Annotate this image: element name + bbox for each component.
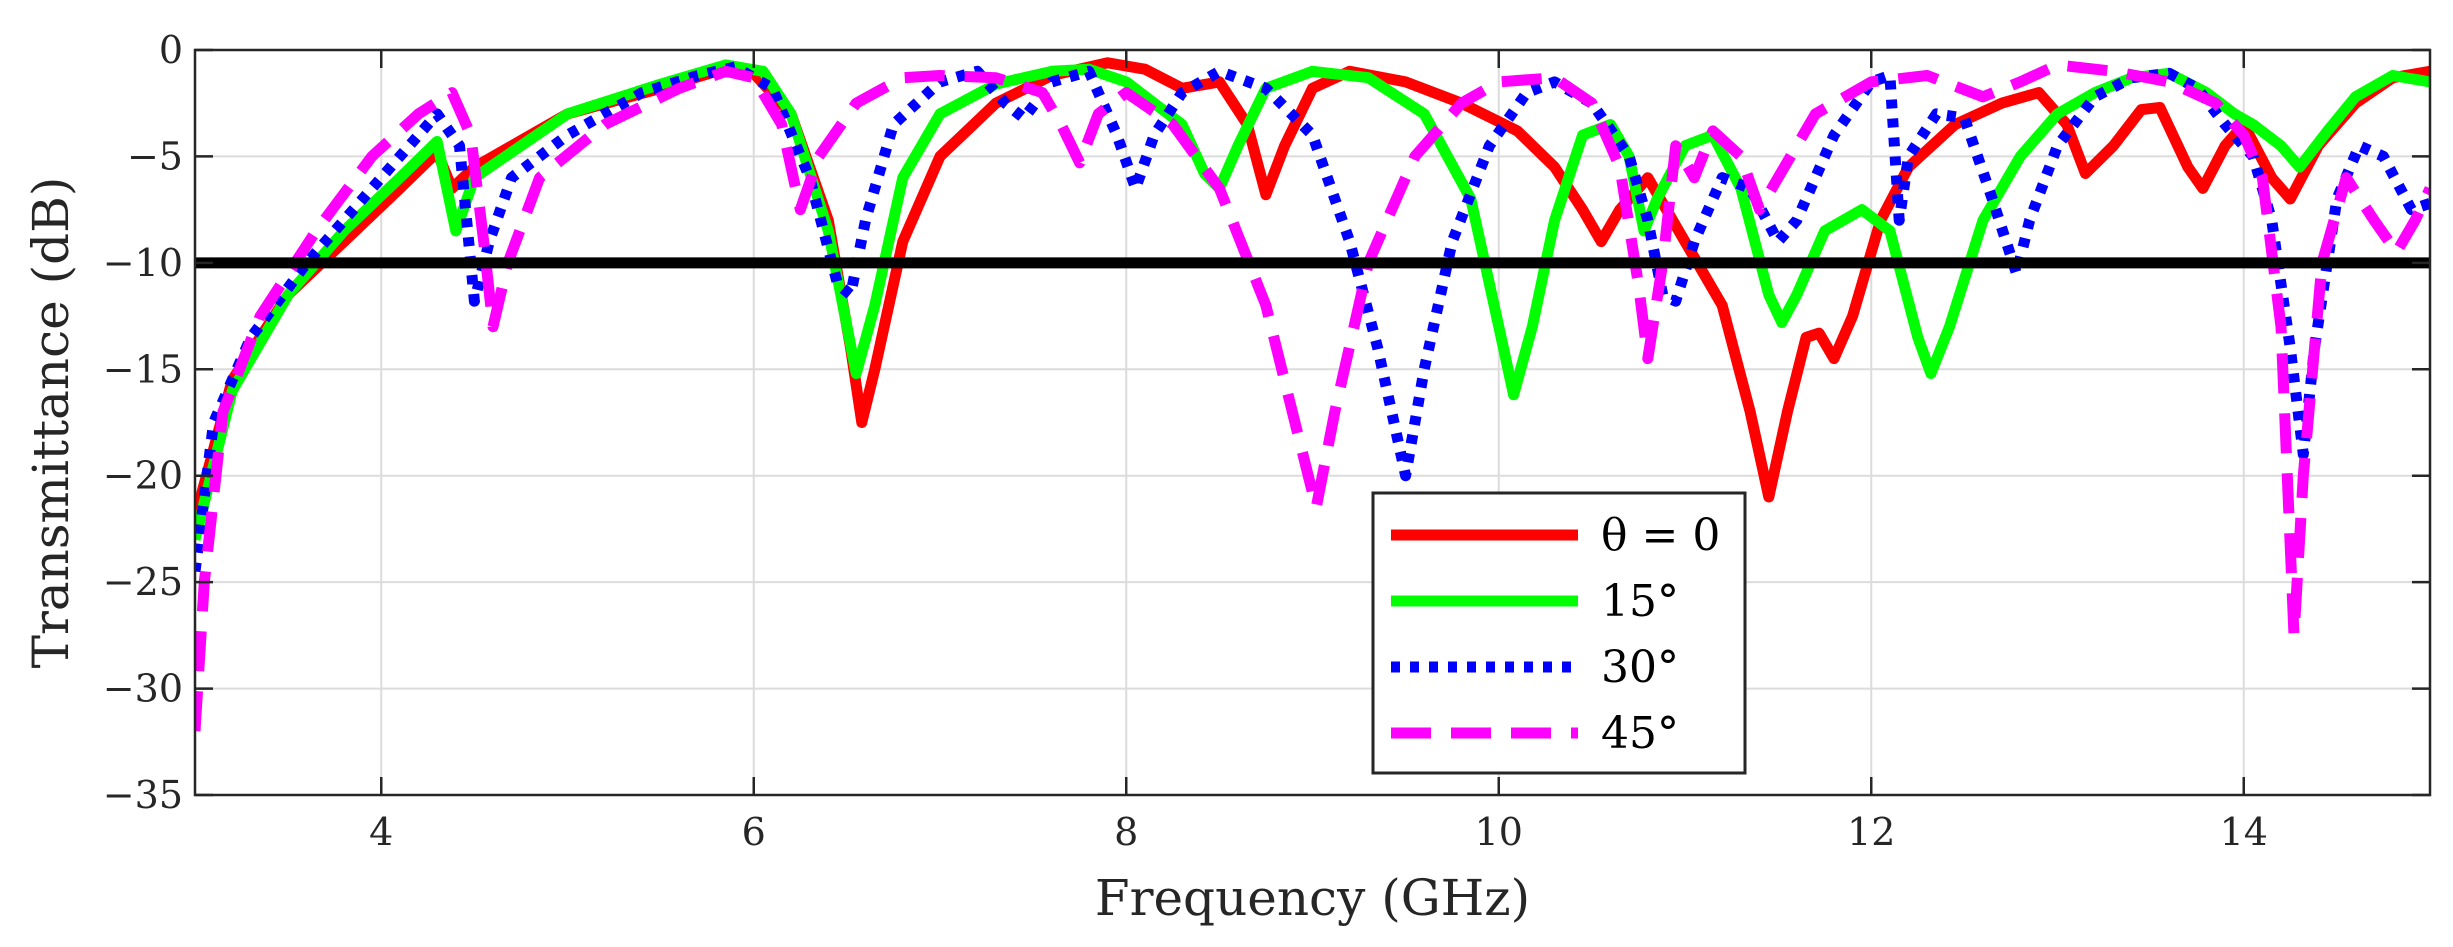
y-tick-labels: 0 −5 −10 −15 −20 −25 −30 −35 — [103, 28, 183, 817]
x-tick-label: 6 — [742, 810, 766, 854]
y-tick-label: −25 — [103, 560, 183, 604]
x-tick-labels: 4 6 8 10 12 14 — [369, 810, 2268, 854]
series-line-0 — [195, 57, 2430, 520]
x-tick-label: 12 — [1847, 810, 1895, 854]
y-tick-label: −35 — [103, 773, 183, 817]
series-lines — [195, 57, 2430, 732]
plot-area-frame — [193, 48, 2432, 797]
y-tick-label: −15 — [103, 347, 183, 391]
y-tick-label: −20 — [103, 454, 183, 498]
x-tick-label: 10 — [1475, 810, 1523, 854]
legend-label-2: 30° — [1601, 642, 1679, 693]
y-axis-title: Transmittance (dB) — [22, 177, 80, 669]
x-tick-label: 14 — [2220, 810, 2268, 854]
y-tick-label: −10 — [103, 241, 183, 285]
series-line-1 — [195, 59, 2430, 541]
legend-label-3: 45° — [1601, 708, 1679, 759]
y-tick-label: −30 — [103, 667, 183, 711]
x-tick-label: 4 — [369, 810, 393, 854]
axis-ticks — [195, 48, 2430, 797]
legend-label-0: θ = 0 — [1601, 510, 1720, 561]
y-tick-label: 0 — [159, 28, 183, 72]
x-tick-label: 8 — [1114, 810, 1138, 854]
legend: θ = 0 15° 30° 45° — [1371, 491, 1747, 775]
legend-label-1: 15° — [1601, 576, 1679, 627]
y-tick-label: −5 — [127, 134, 183, 178]
x-axis-title: Frequency (GHz) — [1095, 869, 1530, 927]
